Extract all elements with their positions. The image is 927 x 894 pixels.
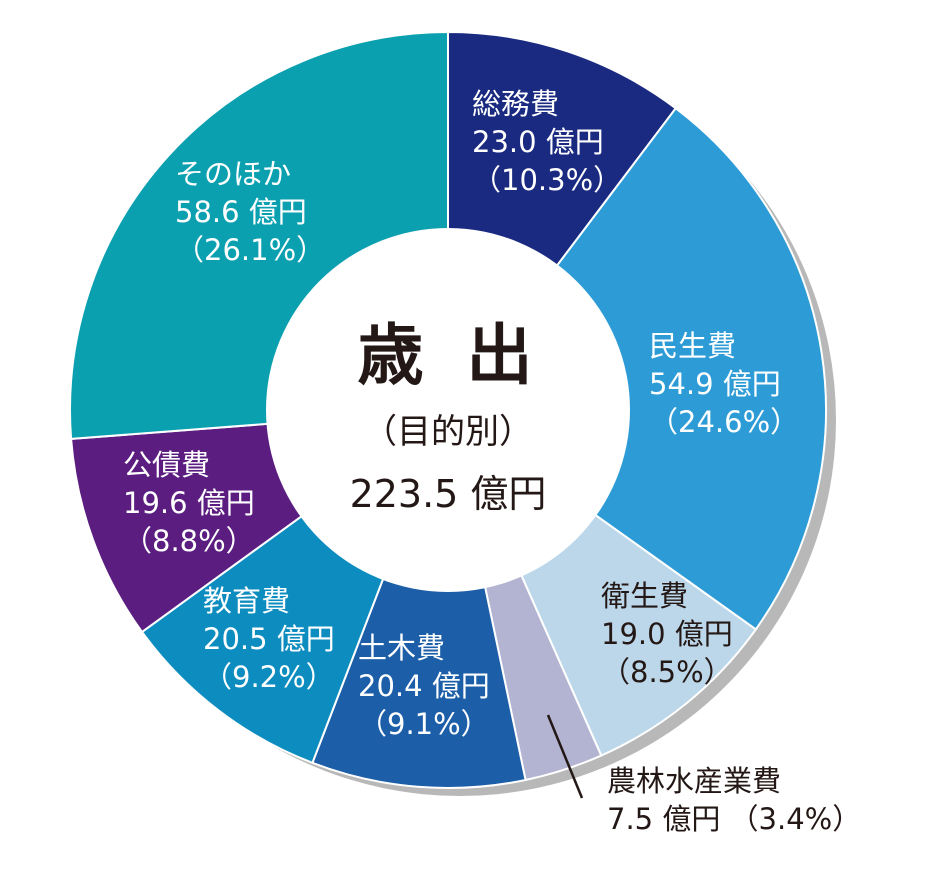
- center-title: 歳 出: [358, 316, 543, 394]
- slice-label-line: （8.5%）: [601, 655, 733, 689]
- slice-label: 農林水産業費 7.5 億円 （3.4%）: [607, 764, 861, 836]
- leader-line: [546, 714, 584, 799]
- slice-label: 民生費 54.9 億円 （24.6%）: [649, 329, 799, 439]
- center-hole: [266, 228, 630, 592]
- slice-label-line: 58.6 億円: [175, 195, 307, 229]
- slice-label-line: 教育費: [203, 584, 290, 618]
- slice-label-line: （9.2%）: [203, 660, 335, 694]
- slice-label-line: 土木費: [358, 631, 445, 665]
- slice-label-line: 公債費: [123, 448, 210, 482]
- slice-label-line: 20.5 億円: [203, 622, 335, 656]
- slice-label: 公債費 19.6 億円 （8.8%）: [123, 448, 255, 558]
- labels-group: 総務費 23.0 億円 （10.3%） 民生費 54.9 億円 （24.6%） 衛生費 19.…: [123, 87, 861, 836]
- slice-label-line: （9.1%）: [358, 707, 490, 741]
- slice-label-line: 総務費: [472, 87, 559, 121]
- slice-label-line: 19.6 億円: [123, 486, 255, 520]
- slice-label-line: 衛生費: [601, 579, 688, 613]
- slice-label-line: 7.5 億円 （3.4%）: [607, 802, 861, 836]
- slice-label-line: 農林水産業費: [607, 764, 781, 798]
- slice-label-line: 23.0 億円: [472, 125, 604, 159]
- center-subtitle: （目的別）: [363, 412, 533, 452]
- slice-label-line: 54.9 億円: [649, 367, 781, 401]
- slice-label-line: （26.1%）: [175, 233, 325, 267]
- slice-label-line: 19.0 億円: [601, 617, 733, 651]
- slice-label: 土木費 20.4 億円 （9.1%）: [358, 631, 490, 741]
- slice-label: 総務費 23.0 億円 （10.3%）: [472, 87, 622, 197]
- slice-label-line: そのほか: [175, 157, 291, 191]
- pie-slice: [311, 406, 527, 790]
- slice-label: そのほか 58.6 億円 （26.1%）: [175, 157, 325, 267]
- slice-label: 衛生費 19.0 億円 （8.5%）: [601, 579, 733, 689]
- slice-label-line: （8.8%）: [123, 524, 255, 558]
- slice-label: 教育費 20.5 億円 （9.2%）: [203, 584, 335, 694]
- slice-label-line: （24.6%）: [649, 405, 799, 439]
- slice-label-line: （10.3%）: [472, 163, 622, 197]
- slice-label-line: 民生費: [649, 329, 736, 363]
- pie-slice: [446, 106, 827, 631]
- slice-label-line: 20.4 億円: [358, 669, 490, 703]
- center-total: 223.5 億円: [350, 472, 547, 516]
